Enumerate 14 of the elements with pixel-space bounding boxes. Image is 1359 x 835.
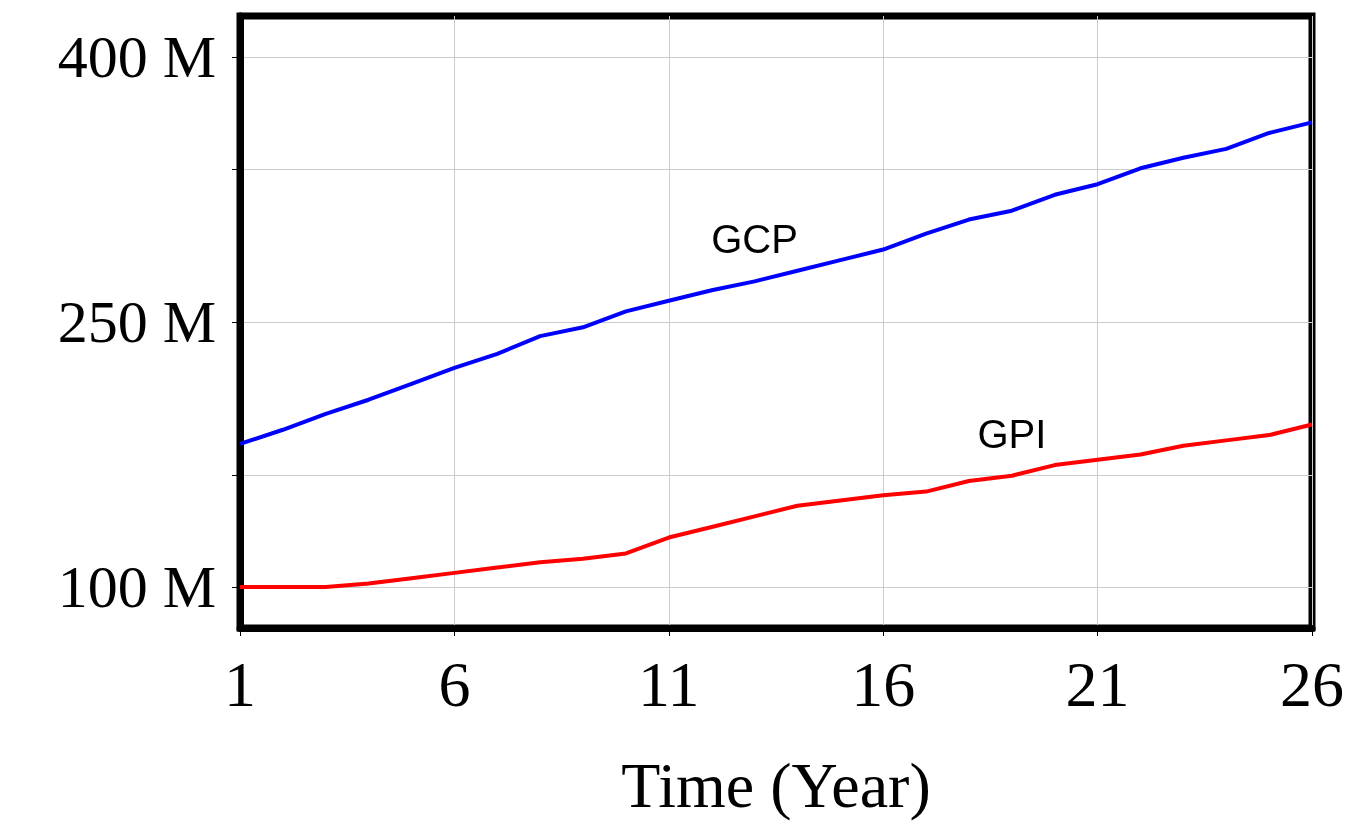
x-tick-label: 6 (438, 648, 471, 720)
x-tick-label: 16 (851, 648, 916, 720)
x-tick-label: 26 (1280, 648, 1344, 720)
x-tick-label: 11 (637, 648, 700, 720)
x-axis-title: Time (Year) (621, 749, 931, 821)
x-tick-label: 21 (1065, 648, 1130, 720)
series-label: GPI (977, 411, 1047, 456)
y-tick-label: 100 M (57, 554, 216, 621)
y-tick-label: 400 M (57, 23, 216, 90)
line-series (238, 422, 1314, 590)
line-series (238, 120, 1314, 446)
y-tick-label: 250 M (57, 289, 216, 355)
series-label: GCP (711, 217, 798, 262)
x-tick-label: 1 (224, 648, 256, 720)
